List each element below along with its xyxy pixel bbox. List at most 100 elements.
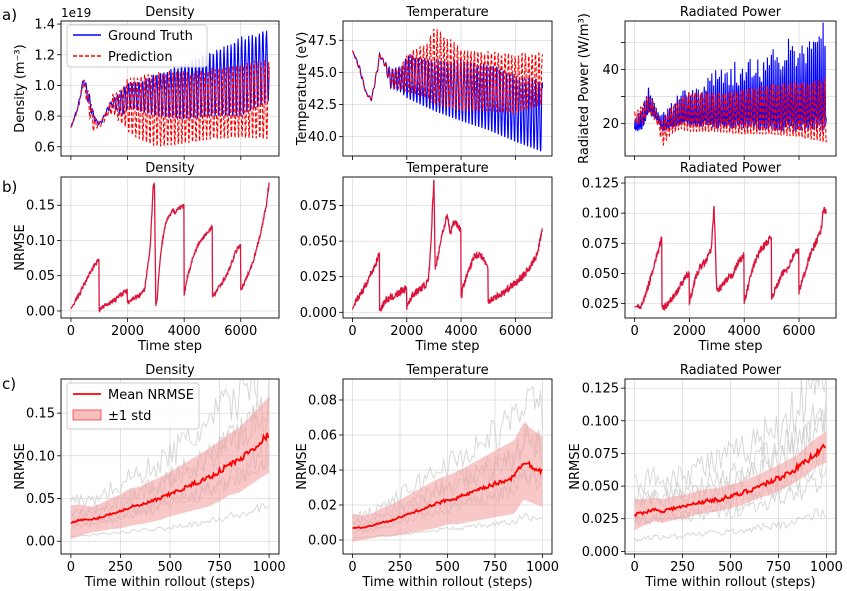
c2-ylabel: NRMSE [295, 443, 310, 489]
a3-title: Radiated Power [680, 5, 782, 20]
a1-ytick-label-3: 1.2 [34, 48, 55, 63]
b2-ytick-label-2: 0.050 [300, 235, 337, 250]
c1-ylabel: NRMSE [13, 443, 28, 489]
row-label-c: c) [2, 375, 16, 393]
c1-rollout-line-5 [70, 379, 259, 508]
c3-ytick-label-2: 0.050 [582, 480, 619, 495]
c3-xtick-label-4: 1000 [810, 560, 843, 575]
b1-xlabel: Time step [137, 339, 202, 354]
c1-std-band [70, 396, 270, 540]
c1-plot-area [70, 379, 270, 540]
c3-ytick-label-4: 0.100 [582, 414, 619, 429]
c1-legend-swatch-std [72, 409, 102, 421]
c2-xlabel: Time within rollout (steps) [361, 575, 532, 590]
b3-frame [624, 176, 837, 319]
a1-frame [60, 20, 280, 157]
a1-offset-text: 1e19 [61, 6, 91, 20]
b1-xtick-label-3: 6000 [224, 324, 257, 339]
c1-xtick-label-1: 250 [108, 560, 133, 575]
c1-legend [66, 382, 200, 430]
a2-ytick-label-1: 42.5 [308, 98, 337, 113]
b3-xtick-label-0: 0 [630, 324, 638, 339]
c1-xtick-label-0: 0 [67, 560, 75, 575]
c3-mean-line [633, 443, 826, 518]
b2-frame [342, 176, 553, 319]
c2-title: Temperature [405, 363, 488, 378]
c3-xtick-label-3: 750 [766, 560, 791, 575]
b3-xtick-label-3: 6000 [782, 324, 815, 339]
a3-ground-truth-line [634, 22, 827, 133]
a3-plot-area [634, 22, 827, 146]
b3-xlabel: Time step [697, 339, 762, 354]
a1-prediction-line [70, 59, 270, 148]
a1-title: Density [145, 5, 195, 20]
b3-ytick-label-0: 0.025 [582, 297, 619, 312]
c3-ytick-label-1: 0.025 [582, 512, 619, 527]
a2-title: Temperature [405, 5, 488, 20]
c2-xtick-label-1: 250 [388, 560, 413, 575]
b2-nrmse-line [351, 179, 544, 312]
b1-xtick-label-1: 2000 [111, 324, 144, 339]
b3-ytick-label-2: 0.075 [582, 237, 619, 252]
b2-xtick-label-1: 2000 [390, 324, 423, 339]
b1-title: Density [145, 161, 195, 176]
a1-ylabel: Density (m⁻³) [13, 44, 28, 132]
a1-legend-label-truth: Ground Truth [108, 29, 193, 44]
a3-ytick-label-2: 40 [602, 63, 619, 78]
c1-ytick-label-0: 0.00 [26, 535, 55, 550]
a2-ylabel: Temperature (eV) [295, 32, 310, 147]
a2-ytick-label-2: 45.0 [308, 66, 337, 81]
b2-xtick-label-2: 4000 [445, 324, 478, 339]
b2-plot-area [351, 179, 544, 312]
b2-ytick-label-0: 0.000 [300, 306, 337, 321]
a1-legend-label-prediction: Prediction [108, 50, 173, 65]
c1-xtick-label-2: 500 [158, 560, 183, 575]
b1-ytick-label-0: 0.00 [26, 304, 55, 319]
c2-xtick-label-2: 500 [435, 560, 460, 575]
c3-ytick-label-0: 0.000 [582, 545, 619, 560]
c3-rollout-line-4 [634, 390, 827, 507]
b3-plot-area [634, 206, 827, 312]
c3-title: Radiated Power [680, 363, 782, 378]
c2-xtick-label-3: 750 [483, 560, 508, 575]
a1-plot-area [70, 30, 270, 148]
c2-ytick-label-1: 0.02 [308, 499, 337, 514]
a3-ylabel: Radiated Power (W/m³) [577, 13, 592, 164]
c1-ytick-label-3: 0.15 [26, 407, 55, 422]
row-label-a: a) [2, 6, 17, 24]
c3-ytick-label-3: 0.075 [582, 447, 619, 462]
a1-legend-box [66, 24, 208, 68]
c3-ytick-label-5: 0.125 [582, 382, 619, 397]
a2-frame [342, 20, 553, 157]
c1-mean-line [70, 432, 270, 524]
c1-rollout-line-0 [70, 503, 270, 538]
b1-plot-area [70, 181, 270, 313]
c3-xlabel: Time within rollout (steps) [644, 575, 815, 590]
c2-std-band [352, 422, 543, 542]
a2-ytick-label-0: 40.0 [308, 130, 337, 145]
c2-ytick-label-2: 0.04 [308, 464, 337, 479]
b3-ytick-label-4: 0.125 [582, 177, 619, 192]
b3-xtick-label-2: 4000 [728, 324, 761, 339]
c3-xtick-label-2: 500 [718, 560, 743, 575]
c2-ytick-label-3: 0.06 [308, 429, 337, 444]
c2-mean-line [352, 460, 543, 530]
b3-title: Radiated Power [680, 161, 782, 176]
b1-xtick-label-0: 0 [67, 324, 75, 339]
a1-ytick-label-0: 0.6 [34, 140, 55, 155]
b1-nrmse-line [70, 181, 270, 313]
a1-ytick-label-4: 1.4 [34, 18, 55, 33]
c2-xtick-label-0: 0 [348, 560, 356, 575]
b3-nrmse-line [634, 206, 827, 312]
c2-ytick-label-0: 0.00 [308, 534, 337, 549]
c3-xtick-label-0: 0 [630, 560, 638, 575]
c3-ylabel: NRMSE [568, 443, 583, 489]
a3-frame [624, 20, 837, 157]
b1-ylabel: NRMSE [13, 224, 28, 270]
row-label-b: b) [2, 178, 17, 196]
c3-xtick-label-1: 250 [670, 560, 695, 575]
c1-xtick-label-3: 750 [207, 560, 232, 575]
c2-xtick-label-4: 1000 [526, 560, 559, 575]
b3-ytick-label-1: 0.050 [582, 267, 619, 282]
